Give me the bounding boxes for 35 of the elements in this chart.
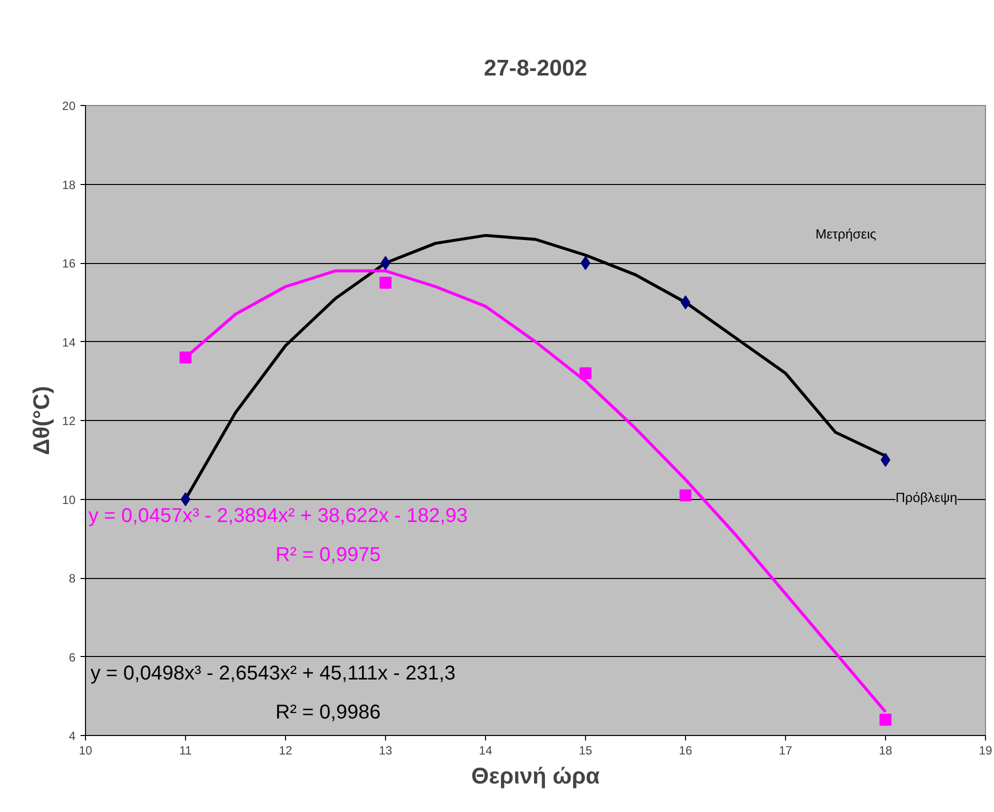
x-tick-label: 18 xyxy=(878,744,892,758)
x-tick-label: 16 xyxy=(678,744,692,758)
y-tick-label: 16 xyxy=(62,256,76,270)
chart-title: 27-8-2002 xyxy=(484,54,588,80)
annotation: R² = 0,9975 xyxy=(276,544,381,566)
annotation: R² = 0,9986 xyxy=(276,702,381,724)
point xyxy=(880,714,892,726)
x-tick-label: 11 xyxy=(179,744,192,758)
point xyxy=(380,256,390,270)
y-tick-label: 10 xyxy=(62,492,76,507)
x-tick-label: 17 xyxy=(778,744,792,758)
x-tick-label: 10 xyxy=(78,744,92,758)
y-tick-label: 8 xyxy=(68,572,76,586)
y-tick-label: 4 xyxy=(68,729,76,743)
point xyxy=(380,276,392,289)
y-axis-title: Δθ(°C) xyxy=(28,386,54,456)
point xyxy=(680,489,692,502)
point xyxy=(180,352,192,364)
y-tick-label: 12 xyxy=(62,414,76,428)
annotation: Μετρήσεις xyxy=(816,226,877,242)
y-tick-label: 6 xyxy=(68,650,76,664)
y-tick-label: 18 xyxy=(62,178,76,192)
y-tick-label: 14 xyxy=(62,335,76,350)
x-tick-label: 19 xyxy=(978,744,992,758)
point xyxy=(580,256,590,270)
x-tick-label: 13 xyxy=(378,744,392,758)
annotation: y = 0,0457x³ - 2,3894x² + 38,622x - 182,93 xyxy=(88,504,468,527)
x-tick-label: 12 xyxy=(278,744,292,758)
x-tick-label: 15 xyxy=(578,744,592,758)
point xyxy=(580,367,592,380)
x-axis-title: Θερινή ώρα xyxy=(471,762,600,788)
annotation: y = 0,0498x³ - 2,6543x² + 45,111x - 231,3 xyxy=(90,662,456,684)
annotation: Πρόβλεψη xyxy=(896,490,958,506)
x-tick-label: 14 xyxy=(478,744,492,758)
y-tick-label: 20 xyxy=(62,99,76,113)
